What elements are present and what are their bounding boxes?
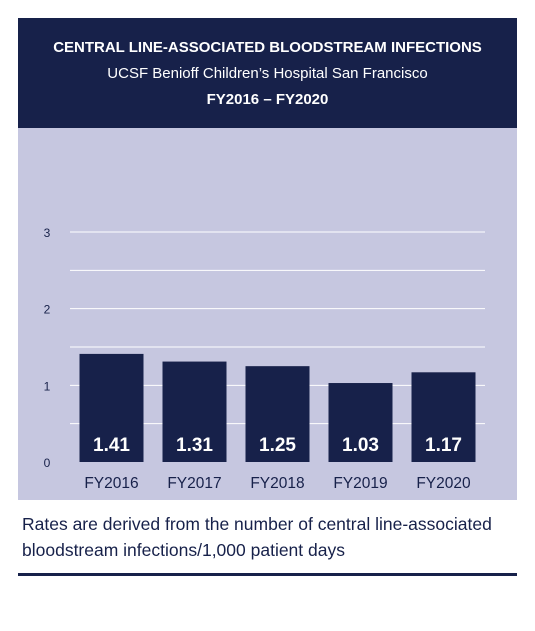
bar [328, 383, 393, 462]
x-tick-label: FY2017 [167, 475, 221, 492]
bar [245, 366, 310, 462]
bar-value-label: 1.41 [93, 435, 130, 456]
chart-header: CENTRAL LINE-ASSOCIATED BLOODSTREAM INFE… [18, 18, 517, 128]
chart-period: FY2016 – FY2020 [206, 91, 329, 108]
divider [18, 573, 517, 576]
bar [79, 353, 144, 462]
bar [411, 372, 476, 462]
chart-subtitle: UCSF Benioff Children’s Hospital San Fra… [107, 65, 428, 82]
bar-value-label: 1.25 [259, 435, 296, 456]
y-tick-label: 3 [44, 226, 51, 240]
y-tick-label: 1 [44, 379, 51, 393]
bar [162, 361, 227, 462]
footnote: Rates are derived from the number of cen… [22, 514, 492, 560]
x-tick-label: FY2016 [84, 475, 138, 492]
x-tick-label: FY2018 [250, 475, 304, 492]
bar-value-label: 1.17 [425, 435, 462, 456]
x-tick-label: FY2019 [333, 475, 387, 492]
chart-title: CENTRAL LINE-ASSOCIATED BLOODSTREAM INFE… [53, 39, 482, 56]
y-tick-label: 0 [44, 456, 51, 470]
x-tick-label: FY2020 [416, 475, 471, 492]
y-tick-label: 2 [44, 303, 51, 317]
bar-value-label: 1.31 [176, 435, 213, 456]
bar-value-label: 1.03 [342, 435, 379, 456]
